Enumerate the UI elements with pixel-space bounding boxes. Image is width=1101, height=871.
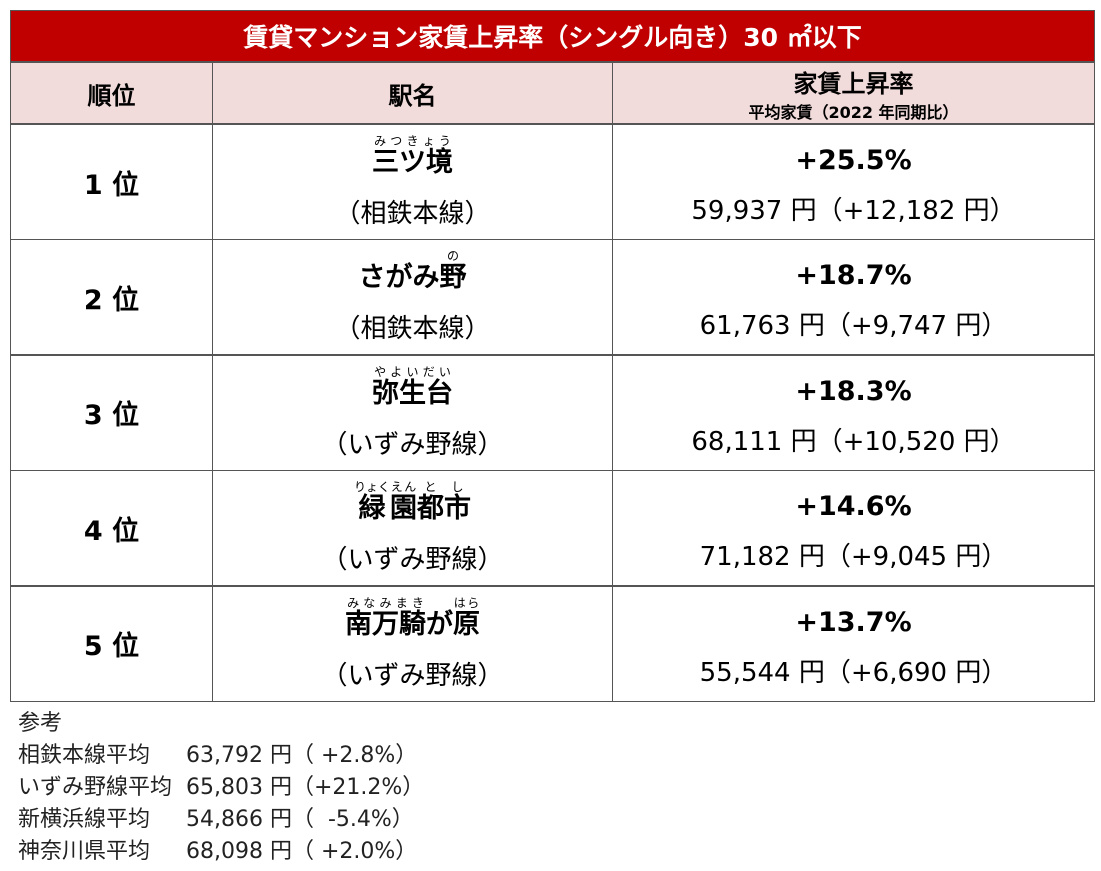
rank-cell: 5 位 [10,585,213,702]
station-ruby-group: 弥生台やよいだい [372,365,453,409]
station-cell: 弥生台やよいだい （いずみ野線） [212,354,613,471]
station-text: 野 [439,262,467,294]
station-text: 園 [389,493,417,525]
note-row: 神奈川県平均 68,098 円（ +2.0%） [18,836,438,868]
station-ruby-group: 南万騎みなみまき [345,596,426,640]
station-text: 弥生台 [372,377,453,409]
rate: +13.7% [795,606,912,638]
rank: 1 位 [83,169,140,201]
station-ruby-group: 園えん [389,480,417,525]
note-value: 54,866 円（ -5.4%） [186,807,414,832]
rank-cell: 1 位 [10,124,213,240]
rank: 4 位 [83,515,140,547]
note-label: 神奈川県平均 [18,839,151,864]
station-line: （いずみ野線） [321,429,504,460]
station-name: 弥生台やよいだい [372,365,453,410]
note-value: 65,803 円（+21.2%） [186,775,425,800]
rate-cell: +25.5% 59,937 円（+12,182 円） [612,124,1095,240]
note-value: 63,792 円（ +2.8%） [186,743,418,768]
station-ruby-group: 市し [443,480,471,525]
note-row: いずみ野線平均 65,803 円（+21.2%） [18,772,438,804]
column-header: 家賃上昇率 平均家賃（2022 年同期比） [612,62,1095,124]
station-text: が [426,608,453,640]
average-rent: 61,763 円（+9,747 円） [699,311,1008,342]
note-row: 相鉄本線平均 63,792 円（ +2.8%） [18,740,438,772]
notes-title: 参考 [18,711,63,736]
station-reading: みなみまき [345,595,426,610]
station-text: 緑 [353,493,390,525]
station-line: （相鉄本線） [334,314,491,345]
rank: 3 位 [83,400,140,432]
station-name: 緑りょく園えん都と市し [354,480,471,525]
station-text: 都 [416,493,444,525]
station-reading: と [416,480,444,495]
station-ruby-group: 三ツ境みつきょう [372,134,453,178]
rate-cell: +18.7% 61,763 円（+9,747 円） [612,239,1095,356]
note-value: 68,098 円（ +2.0%） [186,839,418,864]
rank-cell: 3 位 [10,354,213,471]
rate: +18.3% [795,375,912,407]
station-ruby-group: 都と [416,480,444,525]
station-text: 三ツ境 [372,147,453,178]
rate: +14.6% [795,491,912,523]
rate-cell: +13.7% 55,544 円（+6,690 円） [612,585,1095,702]
station-reading: やよいだい [372,364,453,379]
average-rent: 59,937 円（+12,182 円） [691,196,1016,226]
station-name: 三ツ境みつきょう [372,134,453,179]
rank-cell: 2 位 [10,239,213,356]
station-ruby-group: 野の [439,249,467,294]
station-cell: 緑りょく園えん都と市し （いずみ野線） [212,470,613,587]
notes-table: 相鉄本線平均 63,792 円（ +2.8%） いずみ野線平均 65,803 円（+2… [18,740,438,868]
note-row: 新横浜線平均 54,866 円（ -5.4%） [18,804,438,836]
rank-cell: 4 位 [10,470,213,587]
average-rent: 55,544 円（+6,690 円） [699,657,1008,688]
station-cell: さがみ野の （相鉄本線） [212,239,613,356]
station-ruby-group: 原はら [453,596,480,640]
column-header-main: 家賃上昇率 [793,69,914,98]
table-title: 賃貸マンション家賃上昇率（シングル向き）30 ㎡以下 [10,10,1095,62]
station-name: さがみ野の [359,249,467,294]
rate-cell: +14.6% 71,182 円（+9,045 円） [612,470,1095,587]
note-label: 相鉄本線平均 [18,743,151,768]
average-rent: 68,111 円（+10,520 円） [691,426,1016,457]
station-cell: 南万騎みなみまきが原はら （いずみ野線） [212,585,613,702]
station-line: （いずみ野線） [321,660,504,691]
station-text: 南万騎 [345,608,426,640]
station-cell: 三ツ境みつきょう （相鉄本線） [212,124,613,240]
rate: +18.7% [795,260,912,292]
station-text: 市 [443,493,471,525]
station-reading: の [439,249,467,264]
rate-cell: +18.3% 68,111 円（+10,520 円） [612,354,1095,471]
column-header: 順位 [10,62,213,124]
station-reading: えん [389,480,417,495]
station-line: （相鉄本線） [334,199,491,229]
rank: 2 位 [83,284,140,316]
station-text: 原 [453,608,480,640]
rank: 5 位 [83,631,140,663]
column-header-sub: 平均家賃（2022 年同期比） [748,102,959,122]
average-rent: 71,182 円（+9,045 円） [699,542,1008,573]
station-reading: し [443,480,471,495]
note-label: いずみ野線平均 [18,775,173,800]
station-reading: みつきょう [372,134,453,148]
station-reading: りょく [353,480,390,495]
station-text: さがみ [358,262,440,294]
notes: 参考 相鉄本線平均 63,792 円（ +2.8%） いずみ野線平均 65,803 円… [18,708,438,868]
column-header: 駅名 [212,62,613,124]
station-line: （いずみ野線） [321,545,504,576]
station-reading: はら [453,595,480,610]
rate: +25.5% [795,145,912,176]
station-ruby-group: 緑りょく [353,480,390,525]
station-name: 南万騎みなみまきが原はら [345,596,480,641]
note-label: 新横浜線平均 [18,807,151,832]
